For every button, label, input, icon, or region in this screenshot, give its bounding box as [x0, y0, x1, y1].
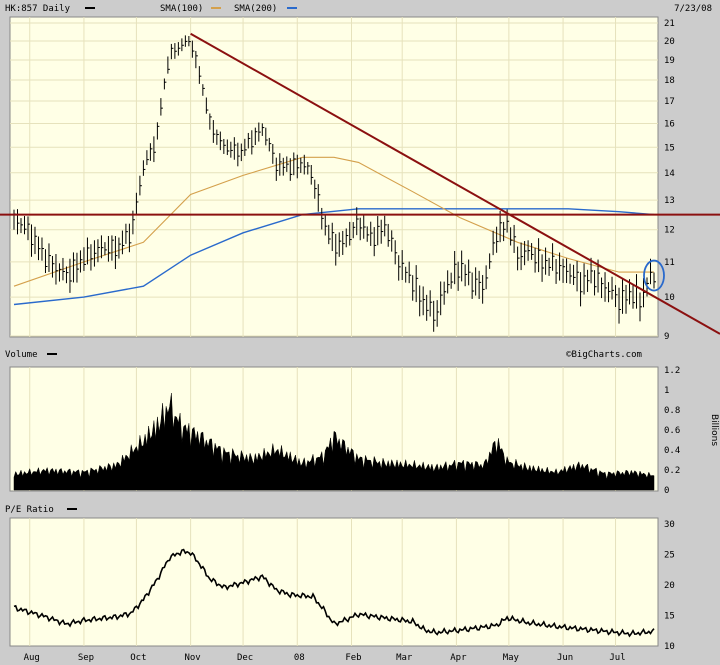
month-label: Jun: [557, 653, 573, 663]
month-label: 08: [294, 653, 305, 663]
month-label: Dec: [237, 653, 253, 663]
sma200-legend-label: SMA(200): [234, 4, 277, 14]
sma100-legend-label: SMA(100): [160, 4, 203, 14]
month-label: Oct: [130, 653, 146, 663]
price-tick-label: 16: [664, 119, 675, 129]
volume-area: [13, 393, 655, 491]
volume-tick-label: 1.2: [664, 366, 680, 376]
price-tick-label: 9: [664, 332, 669, 342]
price-tick-label: 19: [664, 56, 675, 66]
symbol-label: HK:857 Daily: [5, 4, 71, 14]
volume-tick-label: 0.8: [664, 406, 680, 416]
pe-panel-background: [9, 517, 659, 647]
volume-label: Volume: [5, 350, 38, 360]
downtrend-line: [190, 32, 720, 335]
pe-tick-label: 10: [664, 642, 675, 652]
month-label: Feb: [345, 653, 361, 663]
price-tick-label: 10: [664, 293, 675, 303]
month-label: Jul: [609, 653, 625, 663]
sma200-line: [13, 208, 655, 306]
volume-panel: Volume 0 0.2 0.4 0.6 0.8 1 1.2 Billions: [5, 350, 719, 496]
chart-header: HK:857 Daily SMA(100) SMA(200) 7/23/08: [5, 4, 712, 14]
price-tick-label: 11: [664, 258, 675, 268]
price-panel: 9 10 11 12 13 14 15 16 17 18 19 20 21 ©BigCharts.com: [0, 16, 720, 360]
price-tick-label: 21: [664, 19, 675, 29]
watermark: ©BigCharts.com: [566, 350, 642, 360]
volume-tick-label: 1: [664, 386, 669, 396]
pe-grid: [29, 518, 617, 646]
pe-tick-label: 30: [664, 520, 675, 530]
chart-date: 7/23/08: [674, 4, 712, 14]
price-tick-label: 17: [664, 97, 675, 107]
volume-tick-label: 0: [664, 486, 669, 496]
pe-tick-label: 25: [664, 551, 675, 561]
volume-tick-label: 0.6: [664, 426, 680, 436]
pe-label: P/E Ratio: [5, 505, 54, 515]
sma100-legend-swatch: [211, 7, 221, 9]
pe-ratio-line: [13, 548, 655, 638]
pe-tick-label: 20: [664, 581, 675, 591]
volume-legend-swatch: [47, 353, 57, 355]
price-y-axis: 9 10 11 12 13 14 15 16 17 18 19 20 21: [664, 19, 675, 342]
month-label: Apr: [450, 653, 467, 663]
sma200-legend-swatch: [287, 7, 297, 9]
price-tick-label: 14: [664, 169, 675, 179]
pe-tick-label: 15: [664, 612, 675, 622]
volume-tick-label: 0.2: [664, 466, 680, 476]
month-label: Nov: [184, 653, 200, 663]
volume-y-axis: 0 0.2 0.4 0.6 0.8 1 1.2: [664, 366, 680, 496]
symbol-legend-swatch: [85, 7, 95, 9]
pe-panel: P/E Ratio 10 15 20 25 30: [5, 505, 675, 652]
volume-unit-label: Billions: [709, 414, 719, 446]
price-tick-label: 18: [664, 76, 675, 86]
price-tick-label: 12: [664, 226, 675, 236]
pe-legend-swatch: [67, 508, 77, 510]
breakout-highlight: [643, 259, 665, 292]
price-tick-label: 15: [664, 143, 675, 153]
x-axis-months: Aug Sep Oct Nov Dec 08 Feb Mar Apr May Jun Jul: [24, 653, 626, 663]
price-tick-label: 13: [664, 196, 675, 206]
month-label: Mar: [396, 653, 413, 663]
month-label: Aug: [24, 653, 40, 663]
price-grid: [10, 17, 658, 337]
volume-tick-label: 0.4: [664, 446, 680, 456]
month-label: Sep: [78, 653, 94, 663]
month-label: May: [503, 653, 520, 663]
price-panel-background: [9, 16, 659, 338]
pe-y-axis: 10 15 20 25 30: [664, 520, 675, 652]
price-tick-label: 20: [664, 37, 675, 47]
price-bars: [13, 35, 656, 332]
